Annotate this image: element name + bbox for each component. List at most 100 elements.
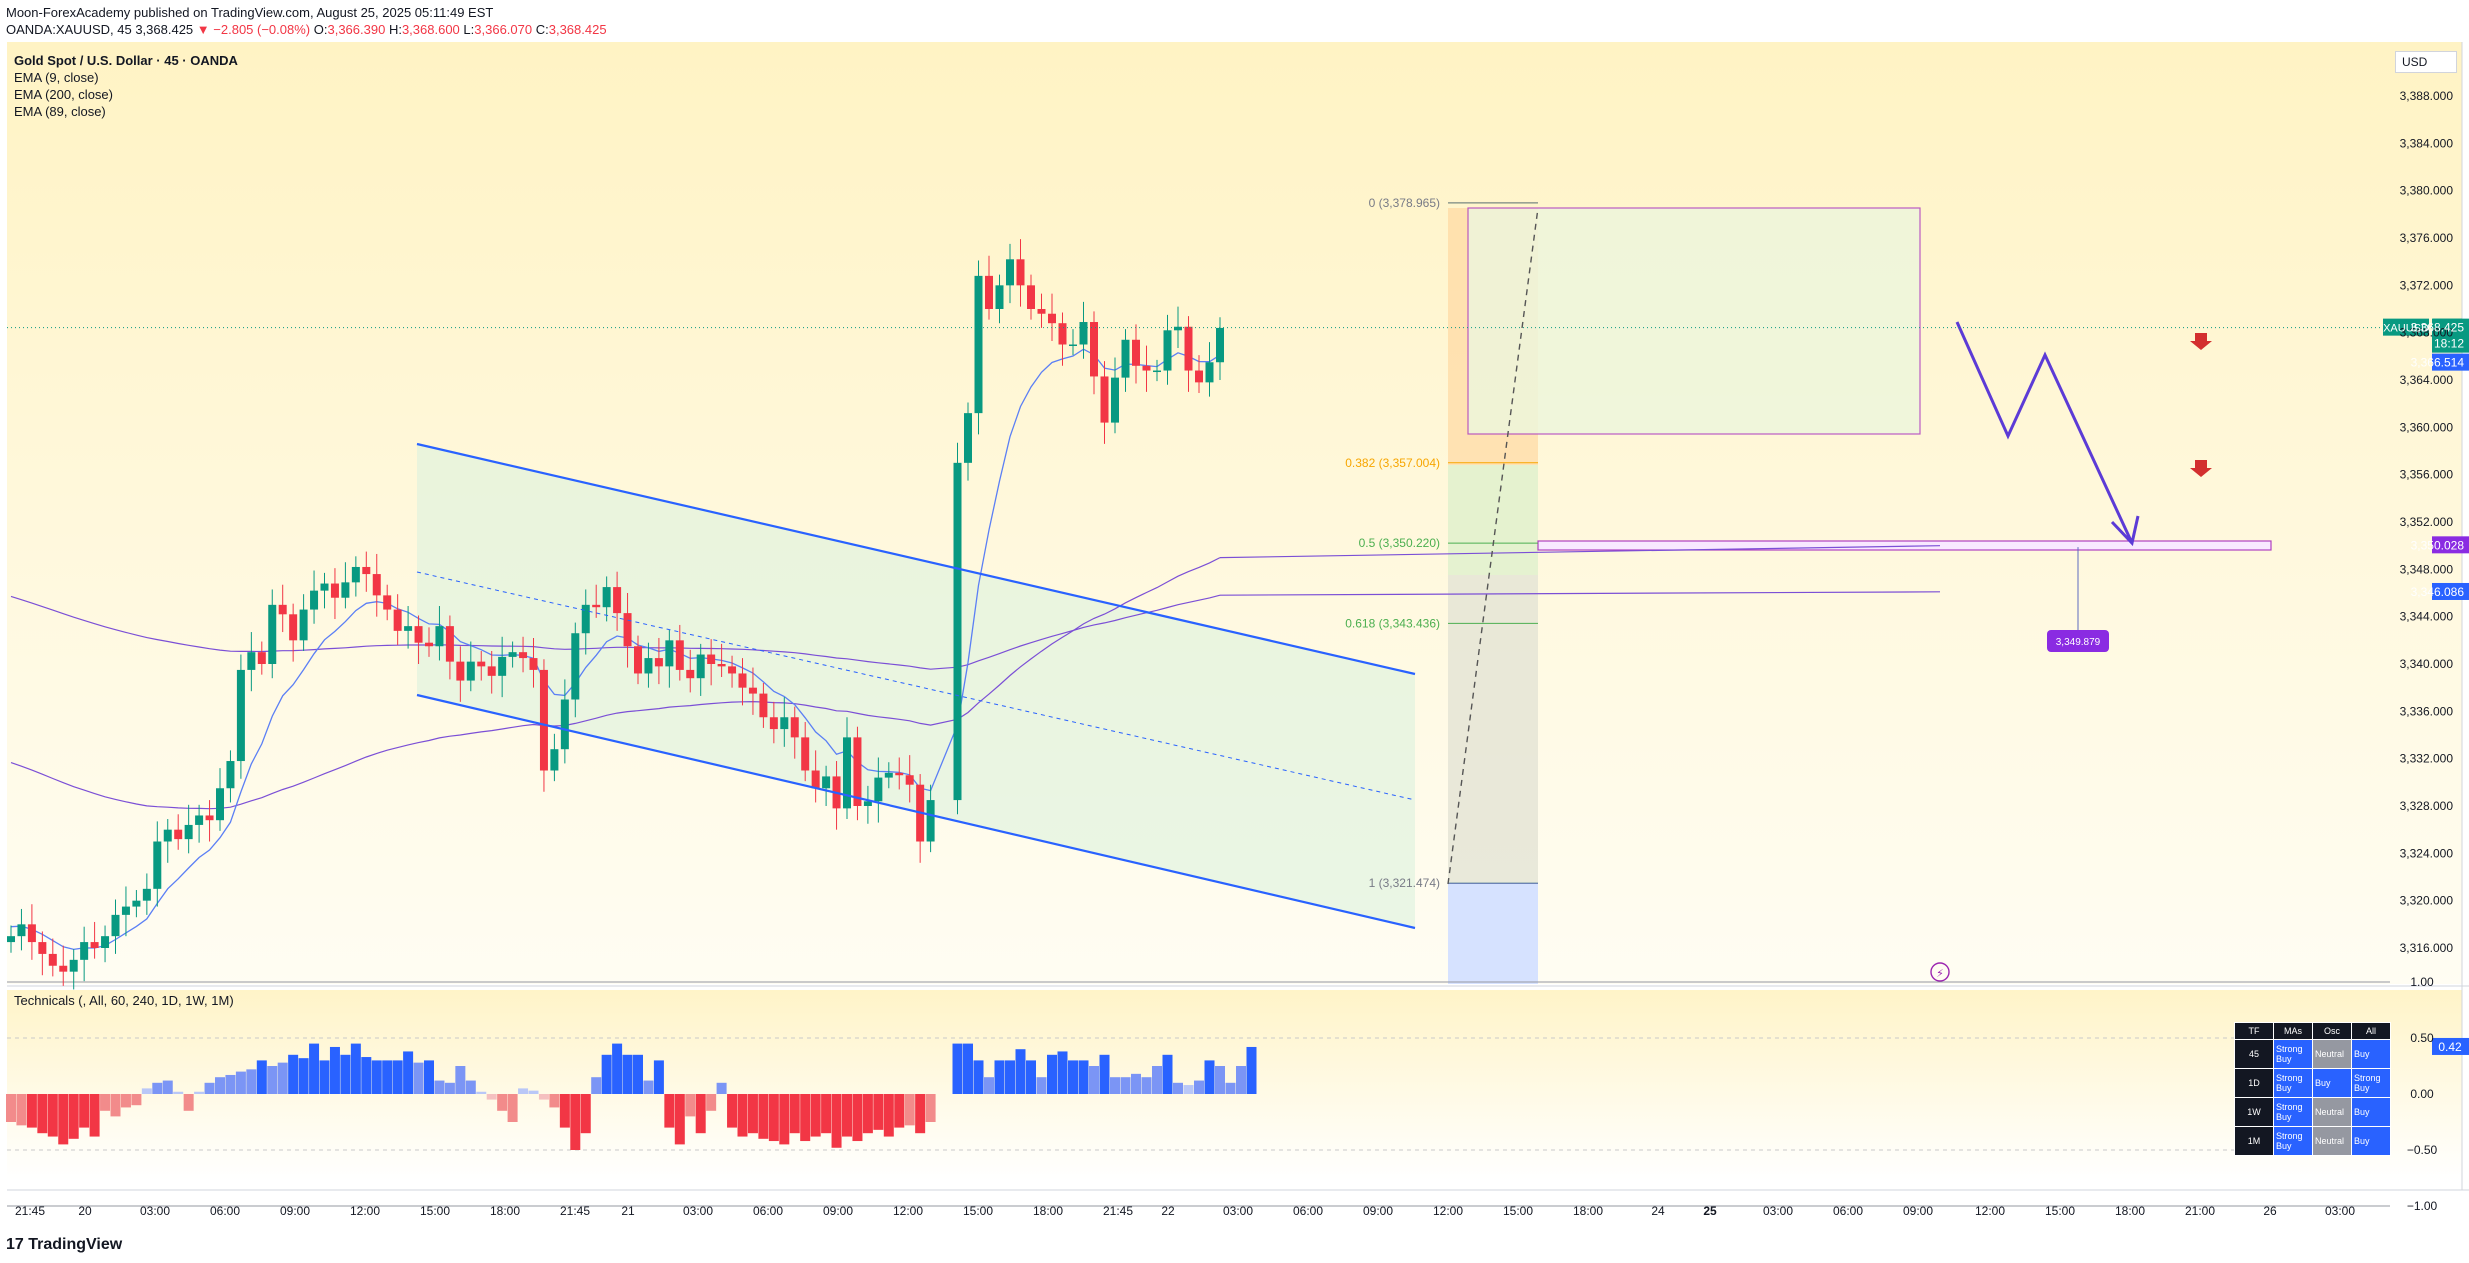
candle-body (1195, 370, 1203, 383)
candle-body (289, 614, 298, 641)
technicals-table-header: TF MAs Osc All (2234, 1022, 2391, 1040)
tech-bar (1215, 1066, 1225, 1094)
candle-body (80, 942, 89, 960)
tech-bar (1236, 1066, 1246, 1094)
tech-bar (37, 1094, 48, 1134)
tech-bar (1110, 1077, 1120, 1094)
tv-logo-mark: 17 (6, 1236, 24, 1253)
tech-bar (403, 1051, 414, 1094)
tech-bar (1120, 1077, 1131, 1094)
tech-bar (235, 1071, 246, 1094)
tech-bar (256, 1060, 267, 1094)
target-zone-badge: 3,350.028 (2411, 538, 2465, 552)
candle-body (665, 640, 674, 667)
time-axis-tick: 03:00 (1223, 1204, 1253, 1218)
candle-body (310, 590, 319, 610)
candle-body (1079, 322, 1088, 345)
candle-body (38, 942, 47, 954)
time-axis-tick: 06:00 (1293, 1204, 1323, 1218)
tech-bar (894, 1094, 905, 1128)
candle-body (539, 669, 548, 771)
technicals-legend[interactable]: Technicals (, All, 60, 240, 1D, 1W, 1M) (14, 993, 234, 1008)
tech-bar (789, 1094, 800, 1134)
channel-mid-line (416, 571, 1416, 801)
tech-bar (319, 1060, 330, 1094)
tech-value-badge-bg (2432, 1037, 2469, 1055)
tech-bar (580, 1094, 591, 1134)
tech-bar (1246, 1046, 1257, 1094)
target-marker-label: 3,349.879 (2056, 637, 2101, 648)
ema-9-line (10, 348, 1221, 951)
price-axis-tick: 3,364.000 (2400, 373, 2454, 387)
time-axis-tick: 15:00 (1503, 1204, 1533, 1218)
tech-bar (528, 1090, 539, 1094)
last-price-badge: 3,368.425 (2411, 321, 2465, 335)
candle-body (247, 652, 256, 670)
fib-zone-mid (1448, 465, 1538, 575)
tech-bar (994, 1060, 1005, 1094)
tech-bar (852, 1094, 863, 1142)
time-axis-tick: 21:00 (2185, 1204, 2215, 1218)
tech-bar (727, 1094, 738, 1128)
series-title[interactable]: Gold Spot / U.S. Dollar · 45 · OANDA (14, 53, 238, 68)
candle-body (863, 801, 872, 806)
symbol-label[interactable]: OANDA:XAUUSD, 45 (6, 22, 132, 37)
time-axis-tick: 06:00 (753, 1204, 783, 1218)
mas-cell: Strong Buy (2273, 1068, 2313, 1098)
tech-bar (89, 1094, 100, 1137)
candle-body (905, 775, 914, 785)
currency-button[interactable]: USD (2395, 51, 2457, 73)
down-arrow-marker (2190, 460, 2212, 477)
candle-body (1184, 326, 1193, 371)
candle-body (623, 613, 632, 647)
time-axis-tick: 12:00 (350, 1204, 380, 1218)
candle-body (592, 604, 601, 608)
price-axis-tick: 3,340.000 (2400, 657, 2454, 671)
tech-bar (821, 1094, 832, 1134)
candle-body (362, 566, 371, 575)
tech-bar (549, 1094, 560, 1108)
low-value: 3,366.070 (474, 22, 533, 37)
tech-bar (1162, 1054, 1173, 1094)
candle-body (487, 666, 496, 676)
candle-body (341, 582, 350, 598)
time-axis-tick: 15:00 (2045, 1204, 2075, 1218)
price-axis-tick: 3,336.000 (2400, 704, 2454, 718)
tech-bar (1194, 1080, 1204, 1094)
candle-body (268, 604, 277, 664)
ema-200-line (10, 594, 1221, 670)
tech-bar (309, 1043, 320, 1094)
technicals-table: TF MAs Osc All 45 Strong Buy Neutral Buy… (2234, 1022, 2391, 1156)
time-axis-tick: 21 (621, 1204, 635, 1218)
price-axis-tick: 3,388.000 (2400, 89, 2454, 103)
time-axis-tick: 09:00 (1903, 1204, 1933, 1218)
ema-89-legend[interactable]: EMA (89, close) (14, 104, 106, 119)
ema-200-legend[interactable]: EMA (200, close) (14, 87, 113, 102)
candle-body (27, 924, 36, 943)
time-axis-tick: 09:00 (1363, 1204, 1393, 1218)
tech-bar (831, 1094, 842, 1148)
price-axis-tick: 3,348.000 (2400, 562, 2454, 576)
candle-body (456, 661, 465, 681)
candle-body (508, 652, 517, 657)
candle-body (132, 900, 141, 907)
time-axis-tick: 06:00 (210, 1204, 240, 1218)
tech-bar (622, 1054, 633, 1094)
tech-bar (371, 1060, 382, 1094)
time-axis-tick: 03:00 (2325, 1204, 2355, 1218)
projection-path (1955, 321, 2134, 544)
candle-body (964, 413, 972, 463)
price-change: ▼ −2.805 (−0.08%) (196, 22, 311, 37)
tech-bar (747, 1094, 758, 1134)
ema-9-legend[interactable]: EMA (9, close) (14, 70, 99, 85)
candle-body (445, 626, 454, 662)
price-axis-tick: 3,368.000 (2400, 326, 2454, 340)
time-axis-tick: 18:00 (1573, 1204, 1603, 1218)
down-arrow-marker (2190, 333, 2212, 350)
fib-zone-low (1448, 575, 1538, 884)
table-row: 45 Strong Buy Neutral Buy (2234, 1039, 2391, 1069)
tech-bar (952, 1043, 963, 1094)
header-cell: All (2351, 1022, 2391, 1040)
candle-body (1121, 339, 1130, 378)
